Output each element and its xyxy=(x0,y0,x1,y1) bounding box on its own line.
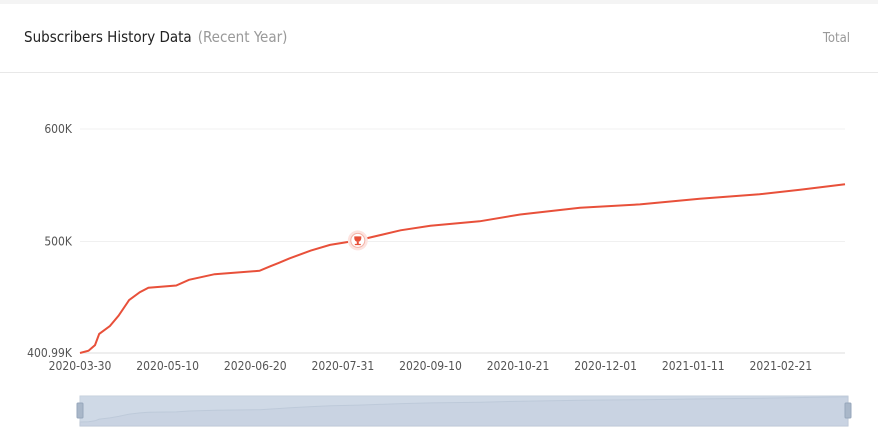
data-zoom-preview xyxy=(79,396,849,427)
y-tick-label: 400.99K xyxy=(27,346,73,360)
y-tick-label: 600K xyxy=(44,122,73,136)
x-tick-label: 2020-03-30 xyxy=(49,359,112,373)
x-tick-label: 2021-01-11 xyxy=(662,359,725,373)
x-tick-label: 2021-02-21 xyxy=(750,359,813,373)
x-tick-label: 2020-09-10 xyxy=(399,359,462,373)
trophy-icon xyxy=(354,236,362,246)
chart-subtitle: (Recent Year) xyxy=(197,28,288,46)
chart-card: Subscribers History Data (Recent Year) To… xyxy=(0,4,878,442)
x-tick-label: 2020-05-10 xyxy=(136,359,199,373)
card-header: Subscribers History Data (Recent Year) To… xyxy=(0,4,878,73)
series-line xyxy=(79,183,846,354)
data-zoom-window xyxy=(80,396,848,426)
chart-title: Subscribers History Data (Recent Year) xyxy=(24,28,287,46)
y-tick-label: 500K xyxy=(44,235,73,249)
x-tick-label: 2020-06-20 xyxy=(224,359,287,373)
x-tick-label: 2020-07-31 xyxy=(311,359,374,373)
total-toggle[interactable]: Total xyxy=(822,31,850,46)
x-tick-label: 2020-10-21 xyxy=(487,359,550,373)
zoom-handle-left[interactable] xyxy=(76,402,84,419)
zoom-handle-right[interactable] xyxy=(844,402,852,419)
x-tick-label: 2020-12-01 xyxy=(574,359,637,373)
title-text: Subscribers History Data xyxy=(24,28,192,46)
